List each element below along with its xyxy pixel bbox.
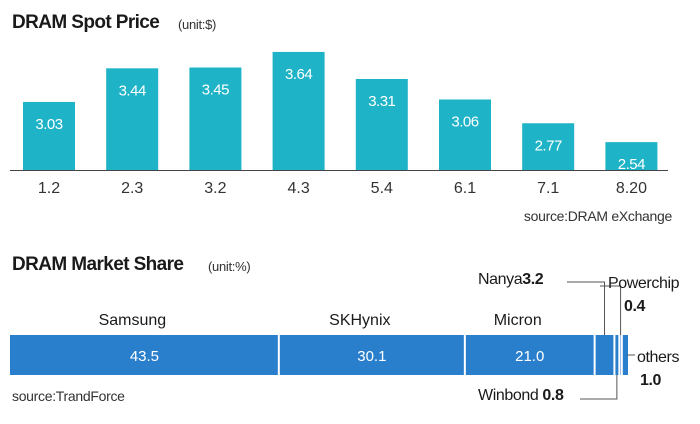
share-value-label: 43.5 bbox=[130, 348, 159, 365]
price-x-tick: 2.3 bbox=[121, 180, 143, 197]
callout-winbond-name: Winbond bbox=[478, 387, 539, 404]
price-x-tick: 8.20 bbox=[616, 180, 647, 197]
price-x-tick: 1.2 bbox=[38, 180, 60, 197]
share-unit-label: (unit:%) bbox=[208, 259, 251, 274]
share-value-label: 30.1 bbox=[357, 348, 386, 365]
price-bar-2.3 bbox=[106, 68, 159, 170]
callout-powerchip-name: Powerchip bbox=[608, 275, 680, 292]
price-bar-label: 3.45 bbox=[202, 82, 229, 99]
price-bar-4.3 bbox=[272, 51, 325, 170]
price-bar-label: 3.03 bbox=[35, 116, 62, 133]
share-segment-micron bbox=[464, 335, 595, 375]
callout-line-powerchip bbox=[600, 285, 622, 335]
share-company-label: Samsung bbox=[99, 312, 167, 329]
share-segment-others bbox=[621, 335, 628, 375]
callout-others-name: others bbox=[637, 349, 680, 366]
price-bar-3.2 bbox=[189, 67, 242, 170]
share-chart-title: DRAM Market Share bbox=[12, 254, 184, 275]
price-unit-label: (unit:$) bbox=[178, 17, 217, 32]
price-bar-5.4 bbox=[355, 78, 408, 170]
price-bar-label: 2.77 bbox=[535, 137, 562, 154]
callout-nanya-value: 3.2 bbox=[522, 271, 544, 288]
price-bar-label: 3.31 bbox=[368, 93, 395, 110]
callout-winbond-value: 0.8 bbox=[542, 387, 564, 404]
callout-others-value: 1.0 bbox=[640, 372, 662, 389]
price-chart-svg: 3.03 1.2 3.44 2.3 3.45 3.2 3.64 4.3 3.31 5.4 3.06 6… bbox=[10, 51, 668, 197]
price-bar-label: 3.06 bbox=[451, 113, 478, 130]
share-source-label: source:TrandForce bbox=[12, 388, 125, 404]
share-company-label: Micron bbox=[494, 312, 542, 329]
callout-powerchip-value: 0.4 bbox=[624, 298, 646, 315]
callout-line-nanya bbox=[567, 281, 606, 335]
price-x-tick: 7.1 bbox=[537, 180, 559, 197]
price-source-label: source:DRAM eXchange bbox=[523, 208, 672, 224]
price-bar-8.20 bbox=[605, 142, 658, 170]
share-segment-winbond bbox=[614, 335, 620, 375]
share-segment-powerchip bbox=[619, 335, 622, 375]
price-bar-7.1 bbox=[522, 123, 575, 170]
price-x-tick: 5.4 bbox=[371, 180, 393, 197]
share-company-label: SKHynix bbox=[329, 312, 390, 329]
share-value-label: 21.0 bbox=[515, 348, 544, 365]
callout-nanya: Nanya3.2 bbox=[478, 271, 544, 289]
share-segment-nanya bbox=[594, 335, 615, 375]
price-x-tick: 3.2 bbox=[204, 180, 226, 197]
callout-line-winbond bbox=[580, 375, 618, 400]
price-bar-label: 2.54 bbox=[618, 156, 645, 173]
price-bar-1.2 bbox=[23, 101, 75, 170]
price-bar-label: 3.44 bbox=[119, 82, 146, 99]
price-bar-chart: 3.03 1.2 3.44 2.3 3.45 3.2 3.64 4.3 3.31 5.4 3.06 6… bbox=[10, 51, 668, 197]
price-bar-6.1 bbox=[439, 99, 491, 170]
price-chart-title: DRAM Spot Price bbox=[12, 12, 160, 33]
price-x-tick: 4.3 bbox=[287, 180, 309, 197]
callout-nanya-name: Nanya bbox=[478, 271, 523, 288]
share-segment-skhynix bbox=[278, 335, 465, 375]
price-bar-label: 3.64 bbox=[285, 66, 312, 83]
price-x-tick: 6.1 bbox=[454, 180, 476, 197]
callout-winbond: Winbond 0.8 bbox=[478, 387, 564, 405]
share-segment-samsung bbox=[10, 335, 279, 375]
